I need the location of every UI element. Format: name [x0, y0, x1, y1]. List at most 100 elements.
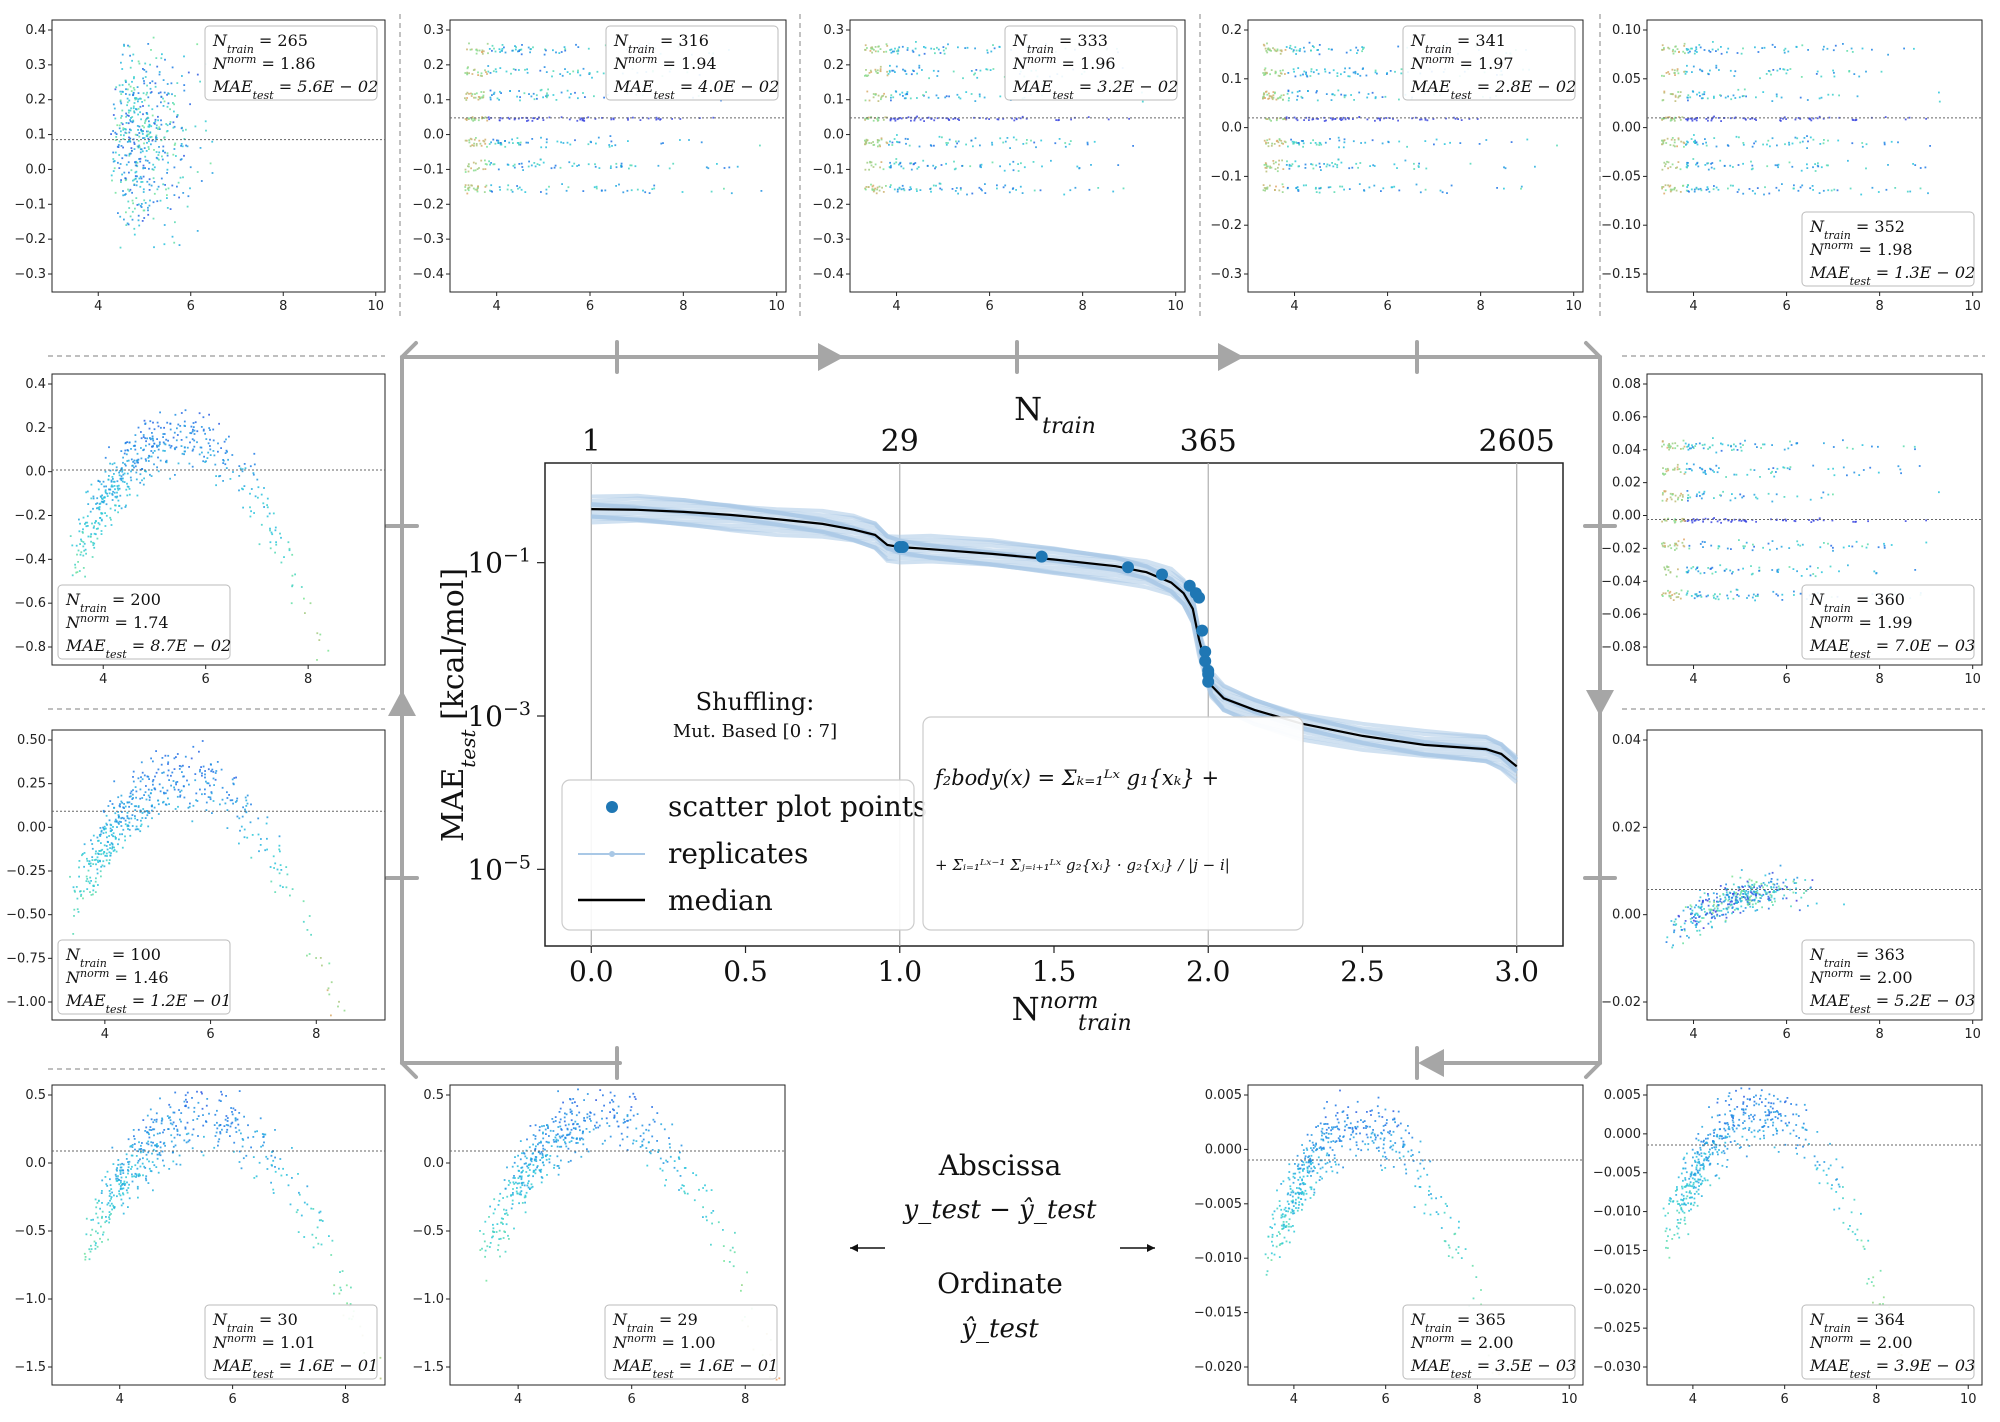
- scatter-point: [510, 72, 512, 75]
- scatter-point: [1735, 473, 1738, 476]
- scatter-point: [265, 822, 268, 825]
- x-tick-label: 10: [367, 299, 384, 314]
- scatter-point: [153, 787, 156, 790]
- scatter-point: [1392, 118, 1394, 120]
- scatter-point: [120, 794, 123, 797]
- scatter-point: [291, 574, 294, 577]
- scatter-point: [942, 46, 945, 48]
- scatter-point: [123, 171, 126, 174]
- scatter-point: [576, 119, 579, 122]
- scatter-point: [1681, 929, 1683, 931]
- scatter-point: [127, 1169, 129, 1171]
- scatter-point: [1770, 878, 1773, 880]
- scatter-point: [158, 73, 161, 76]
- scatter-point: [198, 750, 200, 753]
- x-tick-label: 6: [586, 299, 594, 314]
- scatter-point: [110, 833, 113, 836]
- scatter-point: [918, 54, 921, 57]
- scatter-point: [1770, 472, 1772, 474]
- x-tick-label: 8: [1875, 1027, 1883, 1042]
- scatter-point: [913, 119, 916, 122]
- scatter-point: [158, 146, 160, 148]
- scatter-point: [193, 433, 196, 435]
- scatter-point: [196, 43, 199, 46]
- scatter-point: [1672, 144, 1675, 147]
- scatter-point: [1877, 471, 1880, 474]
- scatter-point: [1736, 893, 1739, 895]
- scatter-point: [921, 69, 923, 71]
- scatter-point: [538, 116, 540, 119]
- scatter-point: [222, 459, 224, 461]
- scatter-point: [200, 446, 203, 449]
- scatter-point: [97, 861, 100, 863]
- scatter-point: [543, 53, 546, 56]
- scatter-point: [1668, 446, 1670, 448]
- scatter-point: [1433, 143, 1435, 146]
- scatter-point: [135, 184, 138, 187]
- scatter-point: [145, 118, 147, 121]
- scatter-point: [1348, 167, 1351, 170]
- scatter-point: [974, 47, 976, 50]
- scatter-point: [1766, 884, 1768, 887]
- scatter-point: [485, 184, 488, 187]
- scatter-point: [141, 797, 144, 799]
- scatter-point: [260, 838, 262, 840]
- scatter-point: [1796, 442, 1799, 444]
- scatter-point: [124, 449, 127, 452]
- scatter-point: [114, 835, 116, 838]
- scatter-point: [1263, 187, 1266, 189]
- scatter-point: [877, 139, 879, 142]
- scatter-point: [245, 799, 248, 802]
- y-tick-label: 0.3: [823, 23, 844, 38]
- scatter-point: [145, 785, 147, 787]
- scatter-point: [126, 494, 129, 497]
- scatter-point: [274, 526, 277, 529]
- scatter-point: [148, 778, 150, 780]
- scatter-point: [1847, 564, 1849, 567]
- scatter-point: [233, 777, 236, 779]
- scatter-point: [306, 929, 309, 931]
- scatter-point: [134, 440, 137, 443]
- scatter-point: [115, 837, 117, 839]
- scatter-point: [1755, 119, 1757, 121]
- scatter-point: [144, 458, 147, 461]
- scatter-point: [1913, 47, 1915, 50]
- scatter-point: [1694, 445, 1697, 447]
- scatter-point: [114, 504, 117, 507]
- scatter-point: [105, 827, 107, 830]
- scatter-point: [137, 219, 140, 222]
- scatter-point: [1784, 47, 1787, 50]
- info-mae: MAEtest = 2.8E − 02: [1410, 77, 1576, 102]
- scatter-point: [1693, 134, 1695, 136]
- scatter-point: [1281, 191, 1284, 193]
- scatter-point: [991, 143, 994, 146]
- scatter-point: [148, 796, 151, 799]
- scatter-point: [133, 227, 136, 230]
- scatter-point: [1774, 890, 1777, 893]
- scatter-point: [878, 189, 881, 192]
- scatter-point: [1774, 900, 1776, 903]
- scatter-point: [1716, 900, 1718, 903]
- scatter-point: [1270, 95, 1273, 98]
- scatter-point: [135, 471, 138, 474]
- scatter-point: [164, 450, 166, 452]
- scatter-point: [104, 489, 107, 492]
- scatter-point: [480, 72, 483, 75]
- scatter-point: [182, 176, 184, 179]
- scatter-point: [302, 900, 305, 903]
- scatter-point: [176, 427, 178, 430]
- scatter-point: [570, 93, 572, 95]
- scatter-point: [566, 71, 569, 73]
- scatter-point: [176, 795, 179, 798]
- scatter-point: [191, 438, 194, 441]
- scatter-point: [1661, 139, 1663, 142]
- scatter-point: [106, 823, 108, 826]
- y-tick-label: −0.6: [14, 596, 46, 611]
- scatter-point: [101, 848, 104, 851]
- scatter-point: [1733, 75, 1736, 77]
- scatter-point: [1768, 897, 1771, 900]
- scatter-point: [1266, 51, 1269, 54]
- scatter-point: [865, 138, 868, 141]
- scatter-point: [927, 96, 930, 99]
- scatter-point: [137, 92, 140, 94]
